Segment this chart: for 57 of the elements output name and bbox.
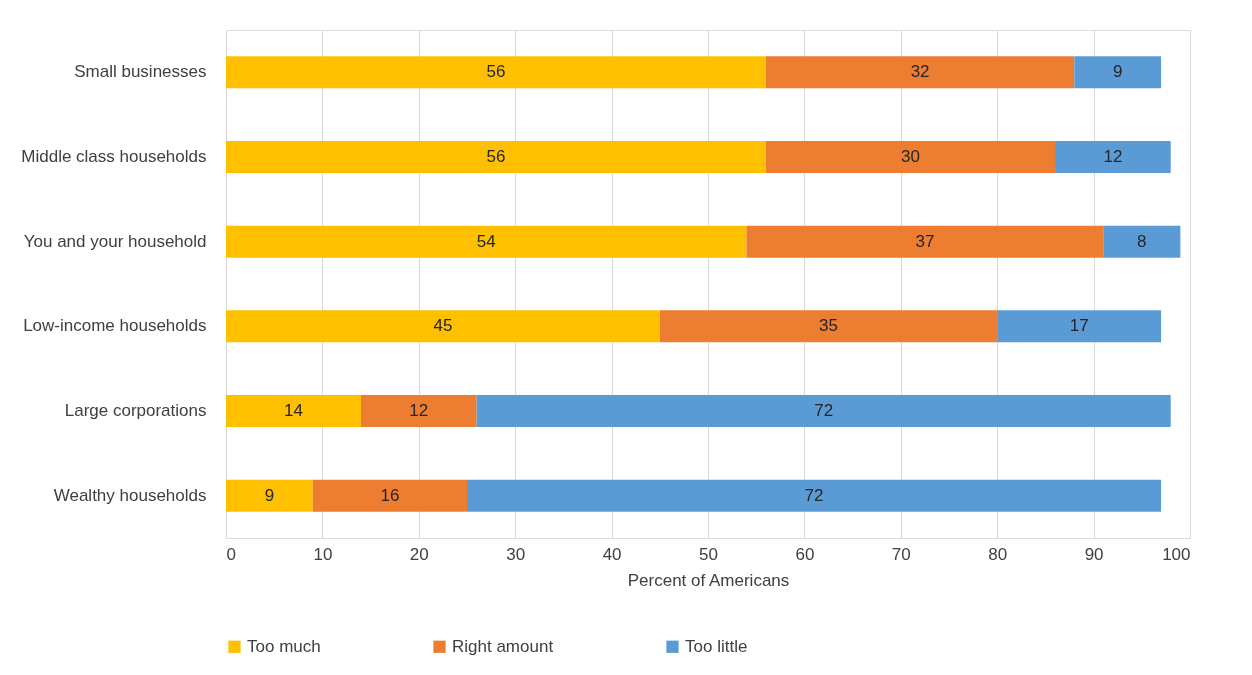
data-label: 16 xyxy=(380,485,400,505)
x-tick-label: 50 xyxy=(699,544,718,564)
data-label: 32 xyxy=(910,62,930,82)
legend-label: Right amount xyxy=(452,636,554,656)
y-tick-label: Small businesses xyxy=(74,62,207,82)
data-label: 54 xyxy=(476,231,496,251)
data-label: 9 xyxy=(1112,62,1123,82)
bar xyxy=(1055,141,1171,173)
data-label: 56 xyxy=(486,62,506,82)
data-label: 8 xyxy=(1137,231,1147,251)
bar xyxy=(226,395,361,427)
data-label: 35 xyxy=(819,316,838,336)
bar xyxy=(226,479,313,512)
y-tick-label: Wealthy households xyxy=(53,485,207,505)
bar xyxy=(467,479,1162,512)
bar xyxy=(1074,56,1162,89)
data-label: 72 xyxy=(804,485,824,505)
bar xyxy=(476,395,1171,427)
data-label: 30 xyxy=(900,147,920,166)
data-label: 9 xyxy=(264,485,275,505)
x-tick-label: 20 xyxy=(409,544,429,564)
data-label: 12 xyxy=(1103,147,1123,166)
bar xyxy=(659,310,998,343)
x-tick-label: 40 xyxy=(602,544,622,564)
x-tick-label: 80 xyxy=(988,544,1008,564)
bar xyxy=(226,310,660,343)
bar xyxy=(765,141,1056,173)
y-tick-label: Middle class households xyxy=(21,147,207,166)
y-tick-label: You and your household xyxy=(23,231,207,251)
x-axis-title: Percent of Americans xyxy=(627,570,790,590)
bar xyxy=(746,225,1104,258)
y-tick-label: Low-income households xyxy=(23,316,207,336)
legend-label: Too little xyxy=(685,636,748,656)
data-label: 17 xyxy=(1069,316,1089,336)
x-tick-label: 30 xyxy=(506,544,526,564)
data-label: 45 xyxy=(433,316,453,336)
bar xyxy=(226,56,766,89)
bar xyxy=(226,225,747,258)
y-tick-label: Large corporations xyxy=(64,401,207,420)
data-label: 12 xyxy=(409,401,429,420)
bar xyxy=(765,56,1075,89)
x-tick-label: 100 xyxy=(1162,544,1191,564)
bar xyxy=(997,310,1162,343)
bar xyxy=(312,479,467,512)
bar xyxy=(1103,225,1181,258)
data-label: 14 xyxy=(284,401,303,420)
x-tick-label: 90 xyxy=(1084,544,1104,564)
bar xyxy=(226,141,766,173)
x-tick-label: 60 xyxy=(795,544,815,564)
data-label: 37 xyxy=(915,231,935,251)
x-tick-label: 70 xyxy=(891,544,911,564)
legend-label: Too much xyxy=(247,636,321,656)
bar xyxy=(360,395,477,427)
data-label: 56 xyxy=(486,147,506,166)
x-tick-label: 10 xyxy=(313,544,333,564)
data-label: 72 xyxy=(814,401,834,420)
x-tick-label: 0 xyxy=(226,544,236,564)
